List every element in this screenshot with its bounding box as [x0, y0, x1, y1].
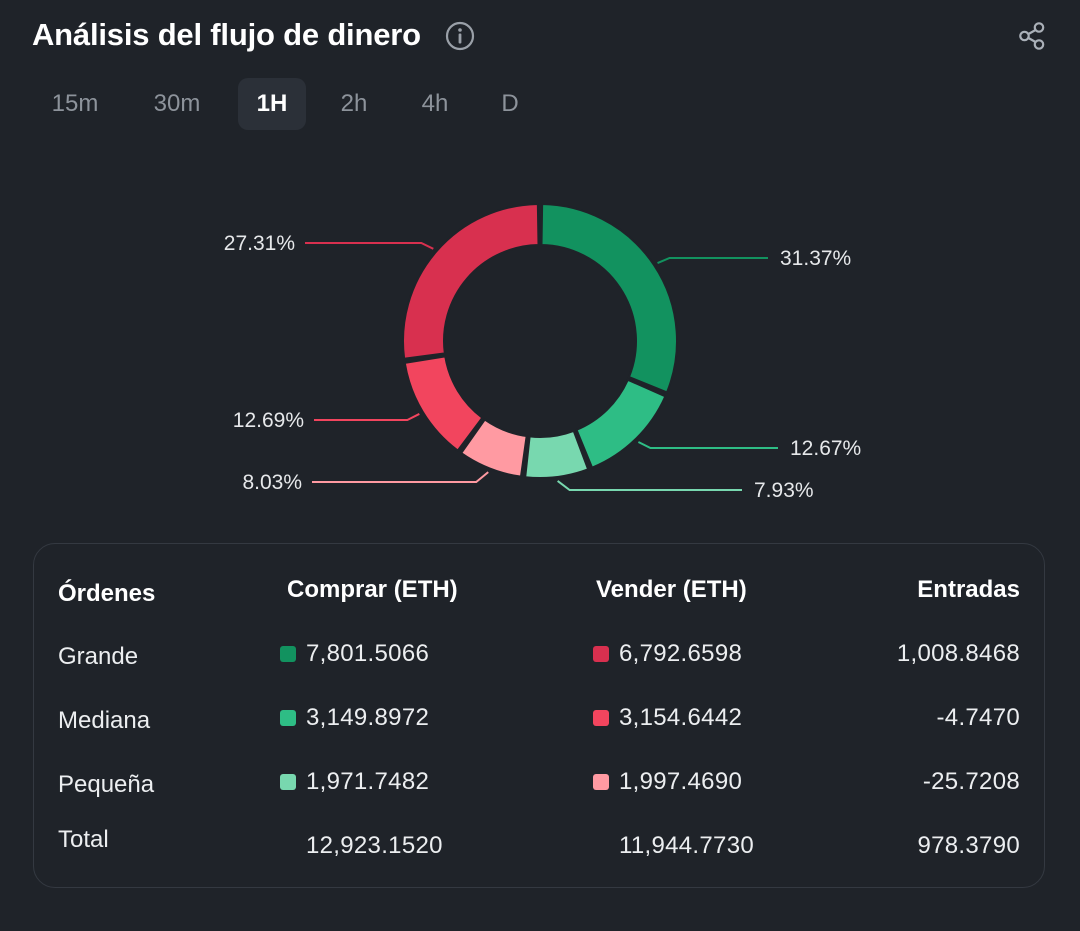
buy-value: 1,971.7482	[306, 768, 430, 795]
donut-slice[interactable]	[540, 203, 678, 394]
tab-2h[interactable]: 2h	[340, 90, 368, 117]
sell-value: 3,154.6442	[619, 704, 743, 731]
slice-leader-line	[557, 480, 742, 491]
inflow-total: 978.3790	[917, 832, 1020, 859]
share-icon[interactable]	[1016, 20, 1048, 52]
page-title: Análisis del flujo de dinero	[32, 17, 421, 52]
sell-color-swatch	[593, 646, 609, 662]
slice-percent-label: 8.03%	[242, 471, 302, 494]
sell-value: 6,792.6598	[619, 640, 743, 667]
sell-value: 1,997.4690	[619, 768, 743, 795]
slice-leader-line	[314, 413, 420, 421]
buy-value: 7,801.5066	[306, 640, 430, 667]
tab-4h[interactable]: 4h	[421, 90, 449, 117]
slice-percent-label: 12.69%	[233, 409, 304, 432]
slice-leader-line	[305, 242, 434, 250]
tab-30m[interactable]: 30m	[153, 90, 201, 117]
slice-leader-line	[312, 471, 489, 483]
tab-15m[interactable]: 15m	[51, 90, 99, 117]
inflow-value: -25.7208	[922, 768, 1020, 795]
slice-percent-label: 12.67%	[790, 437, 861, 460]
donut-slice[interactable]	[402, 203, 540, 360]
row-label: Grande	[58, 643, 139, 670]
slice-leader-line	[637, 441, 778, 449]
row-label: Mediana	[58, 707, 151, 734]
donut-slice[interactable]	[459, 418, 528, 478]
slice-leader-line	[657, 257, 768, 265]
sell-color-swatch	[593, 710, 609, 726]
header-buy: Comprar (ETH)	[287, 576, 458, 603]
info-circle-icon[interactable]	[444, 20, 476, 52]
buy-total: 12,923.1520	[306, 832, 443, 859]
buy-value: 3,149.8972	[306, 704, 430, 731]
header-inflow: Entradas	[917, 576, 1020, 603]
donut-slice[interactable]	[575, 378, 667, 470]
money-flow-donut-chart: 31.37% 12.67% 7.93% 8.03% 12.69% 27.31%	[224, 203, 861, 502]
sell-total: 11,944.7730	[619, 832, 754, 859]
row-label: Total	[58, 826, 109, 853]
orders-table: Órdenes Comprar (ETH) Vender (ETH) Entra…	[33, 543, 1045, 888]
donut-slice[interactable]	[403, 355, 484, 452]
tab-d[interactable]: D	[501, 90, 519, 117]
header-orders: Órdenes	[58, 580, 156, 607]
inflow-value: 1,008.8468	[896, 640, 1020, 667]
header-sell: Vender (ETH)	[596, 576, 747, 603]
slice-percent-label: 31.37%	[780, 247, 851, 270]
slice-percent-label: 27.31%	[224, 232, 295, 255]
buy-color-swatch	[280, 646, 296, 662]
buy-color-swatch	[280, 710, 296, 726]
sell-color-swatch	[593, 774, 609, 790]
donut-slice[interactable]	[524, 429, 590, 479]
inflow-value: -4.7470	[936, 704, 1020, 731]
row-label: Pequeña	[58, 771, 155, 798]
buy-color-swatch	[280, 774, 296, 790]
slice-percent-label: 7.93%	[754, 479, 814, 502]
tab-1h[interactable]: 1H	[238, 78, 306, 130]
header: Análisis del flujo de dinero	[32, 14, 1048, 58]
